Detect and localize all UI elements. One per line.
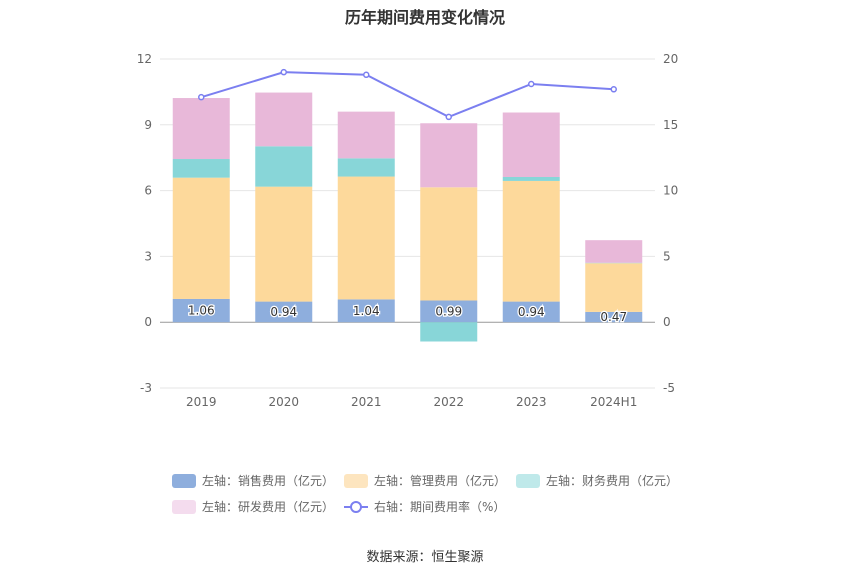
x-tick-label: 2021 xyxy=(351,395,382,409)
ratio-point xyxy=(363,71,370,79)
y-left-tick-label: 3 xyxy=(144,249,152,263)
x-tick-label: 2019 xyxy=(186,395,217,409)
legend-swatch-sales xyxy=(172,473,196,488)
y-right-tick-label: 5 xyxy=(663,249,671,263)
ratio-point xyxy=(280,68,287,76)
bar-segment xyxy=(502,301,560,323)
y-right-tick-label: -5 xyxy=(663,381,675,395)
legend-item-admin[interactable]: 左轴：管理费用（亿元） xyxy=(344,472,506,489)
bar-segment xyxy=(502,177,560,181)
bar-segment xyxy=(337,158,395,177)
bar-segment xyxy=(502,112,560,178)
bar-segment xyxy=(502,180,560,302)
x-tick-label: 2022 xyxy=(433,395,464,409)
y-right-tick-label: 10 xyxy=(663,184,678,198)
data-label: 0.47 xyxy=(600,310,627,324)
y-left-tick-label: 9 xyxy=(144,118,152,132)
data-label: 0.99 xyxy=(435,304,462,318)
y-left-tick-label: 6 xyxy=(144,184,152,198)
ratio-point xyxy=(610,86,617,93)
y-right-tick-label: 0 xyxy=(663,315,671,329)
bar-segment xyxy=(172,298,230,323)
legend-label-finance: 左轴：财务费用（亿元） xyxy=(546,474,679,488)
bar-segment xyxy=(255,301,313,323)
bar-segment xyxy=(585,263,643,312)
bar-segment xyxy=(585,240,643,263)
bar-segment xyxy=(172,177,230,299)
legend-label-expense-ratio: 右轴：期间费用率（%） xyxy=(374,500,506,514)
ratio-line xyxy=(200,71,614,119)
legend-swatch-finance xyxy=(516,473,540,488)
chart-plot: -3 0 3 6 9 12 -5 0 5 10 15 20 1.06 0.94 1.04 0.99 0.94 0.… xyxy=(137,52,679,409)
legend-label-rnd: 左轴：研发费用（亿元） xyxy=(202,500,335,514)
y-left-tick-label: 0 xyxy=(144,315,152,329)
y-right-tick-label: 20 xyxy=(663,52,678,66)
y-right-tick-label: 15 xyxy=(663,118,678,132)
x-tick-label: 2023 xyxy=(516,395,547,409)
legend-item-finance[interactable]: 左轴：财务费用（亿元） xyxy=(516,472,678,489)
bar-segment xyxy=(172,159,230,178)
bar-segment xyxy=(337,299,395,323)
y-left-tick-label: -3 xyxy=(140,381,152,395)
x-tick-label: 2024H1 xyxy=(590,395,637,409)
bar-segment xyxy=(337,111,395,159)
legend-item-rnd[interactable]: 左轴：研发费用（亿元） xyxy=(172,498,334,515)
legend-swatch-rnd xyxy=(172,499,196,514)
ratio-point xyxy=(198,93,205,101)
bar-segment xyxy=(585,311,643,323)
bar-segment xyxy=(420,187,478,301)
bar-segment xyxy=(420,300,478,323)
legend-label-admin: 左轴：管理费用（亿元） xyxy=(374,474,507,488)
ratio-point xyxy=(528,80,535,88)
data-label: 0.94 xyxy=(270,305,297,319)
x-tick-label: 2020 xyxy=(268,395,299,409)
bar-segment xyxy=(420,322,478,342)
data-label: 1.04 xyxy=(353,304,380,318)
bar-segment xyxy=(420,123,478,188)
bar-segment xyxy=(172,98,230,160)
legend-item-sales[interactable]: 左轴：销售费用（亿元） xyxy=(172,472,334,489)
data-label: 1.06 xyxy=(188,304,215,318)
legend-label-sales: 左轴：销售费用（亿元） xyxy=(202,474,335,488)
bar-segment xyxy=(255,146,313,187)
bar-segment xyxy=(255,186,313,302)
legend-swatch-admin xyxy=(344,473,368,488)
chart-title: 历年期间费用变化情况 xyxy=(344,8,505,27)
bar-segment xyxy=(337,176,395,300)
y-left-tick-label: 12 xyxy=(137,52,152,66)
data-label: 0.94 xyxy=(518,305,545,319)
legend-item-expense-ratio[interactable]: 右轴：期间费用率（%） xyxy=(344,498,505,515)
legend-swatch-expense-ratio xyxy=(344,500,368,514)
data-source: 数据来源：恒生聚源 xyxy=(366,550,484,565)
bar-segment xyxy=(255,92,313,147)
ratio-point xyxy=(445,113,452,121)
